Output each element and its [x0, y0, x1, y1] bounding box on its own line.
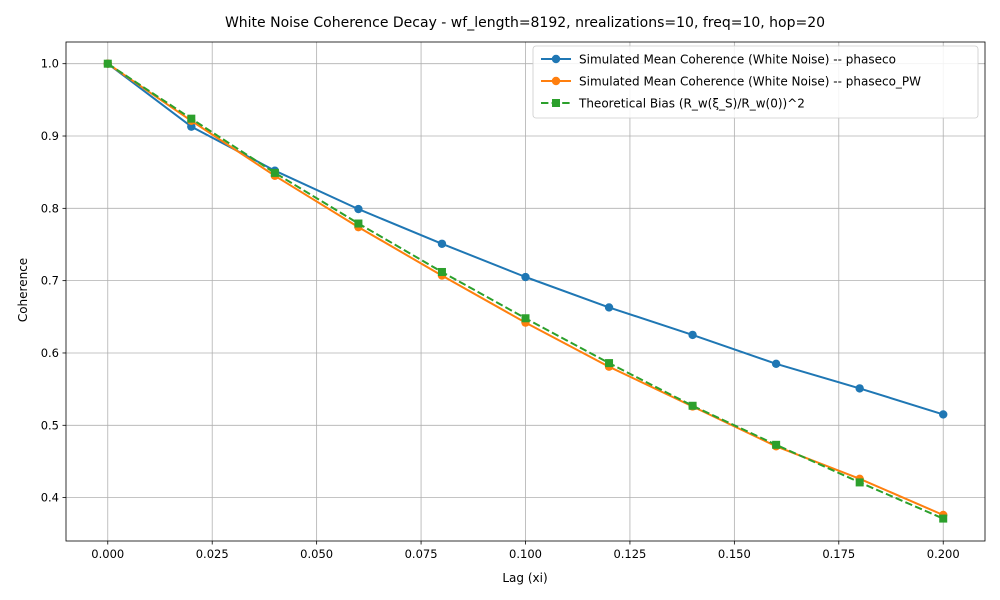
data-point	[688, 330, 697, 340]
data-point	[855, 384, 864, 393]
y-tick-label: 0.7	[41, 274, 59, 288]
data-point	[688, 401, 697, 410]
legend-label: Simulated Mean Coherence (White Noise) -…	[579, 75, 921, 89]
legend-entry: Simulated Mean Coherence (White Noise) -…	[541, 53, 896, 67]
y-tick-label: 1.0	[41, 57, 59, 71]
legend-swatch-marker	[552, 99, 560, 107]
data-point	[437, 267, 446, 276]
data-point	[270, 168, 279, 177]
data-point	[103, 59, 112, 68]
y-tick-label: 0.5	[41, 418, 59, 432]
x-tick-label: 0.100	[509, 547, 542, 561]
data-point	[855, 478, 864, 487]
legend-label: Theoretical Bias (R_w(ξ_S)/R_w(0))^2	[578, 97, 805, 111]
y-tick-label: 0.4	[41, 491, 59, 505]
data-point	[605, 359, 614, 368]
data-point	[772, 440, 781, 449]
data-point	[604, 303, 614, 312]
data-point	[939, 410, 948, 419]
data-point	[354, 204, 363, 214]
axis-ticks: 0.000 0.025 0.050 0.075 0.100 0.125 0.150 0.175…	[41, 57, 960, 561]
data-point	[521, 272, 530, 282]
series-layer	[103, 59, 948, 523]
legend-label: Simulated Mean Coherence (White Noise) -…	[579, 53, 896, 67]
x-tick-label: 0.150	[718, 547, 751, 561]
x-tick-label: 0.025	[196, 547, 229, 561]
data-point	[521, 314, 530, 323]
plot-frame	[65, 41, 986, 542]
y-axis-label: Coherence	[16, 258, 30, 322]
x-tick-label: 0.050	[300, 547, 333, 561]
series-3	[103, 59, 948, 523]
x-tick-label: 0.075	[405, 547, 438, 561]
legend-swatch-marker	[551, 76, 561, 86]
legend-box	[532, 45, 979, 119]
x-tick-label: 0.175	[822, 547, 855, 561]
y-tick-label: 0.6	[41, 346, 59, 360]
grid	[66, 42, 985, 541]
data-point	[939, 514, 948, 523]
chart-title: White Noise Coherence Decay - wf_length=…	[225, 15, 825, 31]
x-tick-label: 0.200	[927, 547, 960, 561]
y-tick-label: 0.8	[41, 201, 59, 215]
x-axis-label: Lag (xi)	[502, 571, 547, 585]
data-point	[354, 219, 363, 228]
x-tick-label: 0.000	[91, 547, 124, 561]
data-point	[437, 239, 447, 248]
data-point	[771, 359, 781, 369]
y-tick-label: 0.9	[41, 129, 59, 143]
legend-swatch-marker	[551, 54, 561, 64]
legend-entry: Theoretical Bias (R_w(ξ_S)/R_w(0))^2	[541, 97, 805, 111]
data-point	[187, 114, 196, 123]
x-tick-label: 0.125	[613, 547, 646, 561]
legend: Simulated Mean Coherence (White Noise) -…	[532, 45, 979, 119]
data-point	[187, 122, 196, 131]
legend-entry: Simulated Mean Coherence (White Noise) -…	[541, 75, 921, 89]
